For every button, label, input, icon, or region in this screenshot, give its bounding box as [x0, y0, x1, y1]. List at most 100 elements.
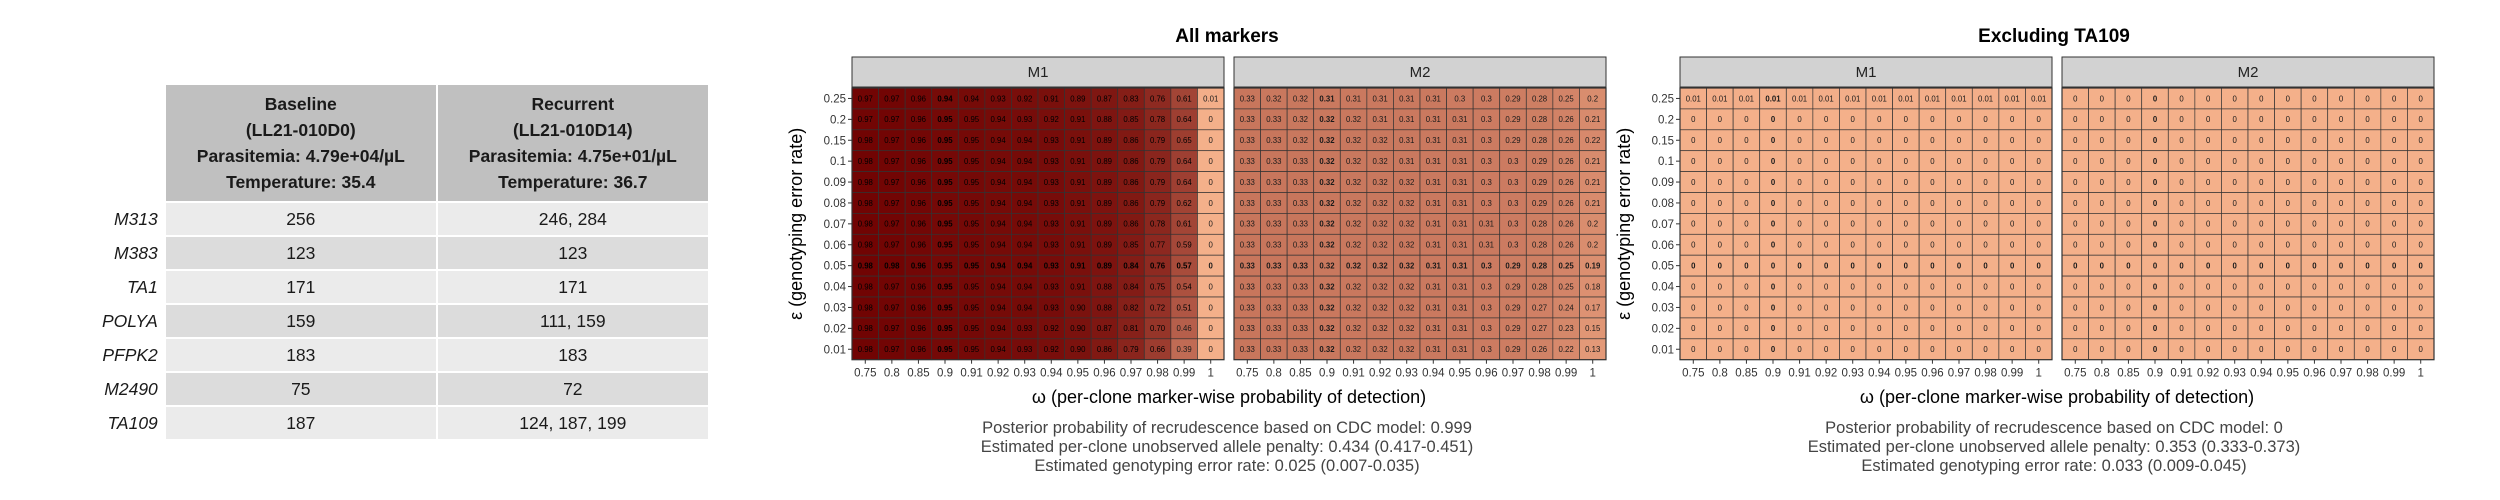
- cell-label: 0.31: [1479, 241, 1494, 250]
- cell-label: 0: [1851, 220, 1856, 229]
- y-tick-label: 0.04: [824, 282, 847, 294]
- cell-label: 0: [2339, 157, 2344, 166]
- cell-label: 0: [1797, 303, 1802, 312]
- cell-label: 0: [1930, 115, 1935, 124]
- cell-label: 0.3: [1481, 282, 1492, 291]
- cell-label: 0: [2419, 136, 2424, 145]
- x-tick-label: 0.97: [1502, 368, 1524, 380]
- cell-label: 0: [2286, 94, 2291, 103]
- cell-label: 0.97: [858, 115, 873, 124]
- cell-label: 0.93: [1044, 282, 1059, 291]
- cell-label: 0: [2153, 220, 2158, 229]
- cell-label: 0.33: [1266, 115, 1281, 124]
- panel-label: M1: [1028, 64, 1049, 81]
- chart-caption: Estimated per-clone unobserved allele pe…: [1808, 438, 2301, 456]
- cell-label: 0.32: [1399, 282, 1414, 291]
- cell-label: 0: [2100, 115, 2105, 124]
- cell-label: 0: [2339, 94, 2344, 103]
- cell-label: 0: [1904, 282, 1909, 291]
- cell-label: 0.97: [884, 241, 899, 250]
- cell-label: 0: [2100, 199, 2105, 208]
- cell-label: 0: [2286, 324, 2291, 333]
- cell-label: 0: [2339, 199, 2344, 208]
- cell-label: 0: [1691, 345, 1696, 354]
- cell-label: 0: [1824, 324, 1829, 333]
- cell-label: 0: [2100, 220, 2105, 229]
- cell-label: 0: [2073, 157, 2078, 166]
- cell-label: 0.95: [964, 136, 980, 145]
- cell-label: 0: [1824, 220, 1829, 229]
- y-tick-label: 0.2: [1658, 114, 1674, 126]
- cell-label: 0.31: [1426, 136, 1441, 145]
- cell-label: 0.93: [1044, 157, 1059, 166]
- cell-label: 0.72: [1150, 303, 1165, 312]
- table-corner: [92, 85, 164, 201]
- cell-label: 0.98: [858, 199, 873, 208]
- x-tick-label: 0.85: [1735, 368, 1757, 380]
- header-line: Baseline: [264, 94, 337, 114]
- cell-label: 0.33: [1240, 178, 1255, 187]
- cell-label: 0.32: [1319, 324, 1335, 333]
- cell-label: 0.94: [991, 345, 1007, 354]
- cell-label: 0: [1771, 241, 1776, 250]
- cell-label: 0.95: [964, 324, 980, 333]
- cell-label: 0: [1930, 282, 1935, 291]
- cell-label: 0: [1957, 324, 1962, 333]
- cell-label: 0: [2100, 178, 2105, 187]
- cell-label: 0.29: [1505, 136, 1520, 145]
- cell-label: 0.32: [1399, 241, 1414, 250]
- cell-label: 0.46: [1177, 324, 1192, 333]
- cell-label: 0: [2339, 136, 2344, 145]
- cell-label: 0: [2339, 220, 2344, 229]
- cell-label: 0: [1851, 241, 1856, 250]
- cell-label: 0.31: [1452, 241, 1467, 250]
- x-tick-label: 0.75: [1236, 368, 1258, 380]
- cell-label: 0.90: [1070, 324, 1086, 333]
- cell-label: 0.21: [1585, 115, 1600, 124]
- cell-label: 0.22: [1559, 345, 1574, 354]
- header-line: Recurrent: [531, 94, 615, 114]
- cell-label: 0: [1930, 220, 1935, 229]
- x-tick-label: 0.85: [2117, 368, 2139, 380]
- cell-label: 0: [2312, 220, 2317, 229]
- cell-label: 0.96: [911, 345, 926, 354]
- cell-label: 0: [2419, 220, 2424, 229]
- cell-label: 0: [1877, 178, 1882, 187]
- cell-label: 0: [1797, 115, 1802, 124]
- panel-label: M2: [1410, 64, 1431, 81]
- cell-label: 0.95: [937, 136, 953, 145]
- marker-name: M313: [92, 203, 164, 235]
- x-tick-label: 0.85: [1289, 368, 1311, 380]
- cell-label: 0.32: [1266, 94, 1281, 103]
- cell-label: 0.97: [884, 282, 899, 291]
- cell-label: 0: [2010, 303, 2015, 312]
- x-tick-label: 0.94: [1040, 368, 1063, 380]
- chart-caption: Estimated per-clone unobserved allele pe…: [981, 438, 1474, 456]
- cell-label: 0: [2233, 345, 2238, 354]
- cell-label: 0: [2179, 178, 2184, 187]
- cell-label: 0: [2179, 157, 2184, 166]
- cell-label: 0: [2179, 241, 2184, 250]
- cell-label: 0: [1877, 303, 1882, 312]
- cell-label: 0.94: [991, 136, 1007, 145]
- cell-label: 0.95: [937, 345, 953, 354]
- recurrent-cell: 111, 159: [437, 305, 708, 337]
- cell-label: 0: [2392, 241, 2397, 250]
- cell-label: 0: [2010, 178, 2015, 187]
- x-tick-label: 0.95: [1895, 368, 1917, 380]
- cell-label: 0.97: [884, 136, 899, 145]
- cell-label: 0: [1771, 157, 1776, 166]
- cell-label: 0.94: [1017, 199, 1033, 208]
- cell-label: 0.15: [1585, 324, 1601, 333]
- cell-label: 0.32: [1319, 220, 1335, 229]
- cell-label: 0: [2286, 241, 2291, 250]
- cell-label: 0.01: [1872, 94, 1887, 103]
- cell-label: 0: [2392, 157, 2397, 166]
- cell-label: 0: [2365, 345, 2370, 354]
- cell-label: 0.95: [937, 115, 953, 124]
- x-tick-label: 0.92: [2197, 368, 2219, 380]
- cell-label: 0: [2206, 261, 2211, 270]
- y-tick-label: 0.09: [1652, 177, 1674, 189]
- cell-label: 0: [1797, 199, 1802, 208]
- cell-label: 0: [2206, 94, 2211, 103]
